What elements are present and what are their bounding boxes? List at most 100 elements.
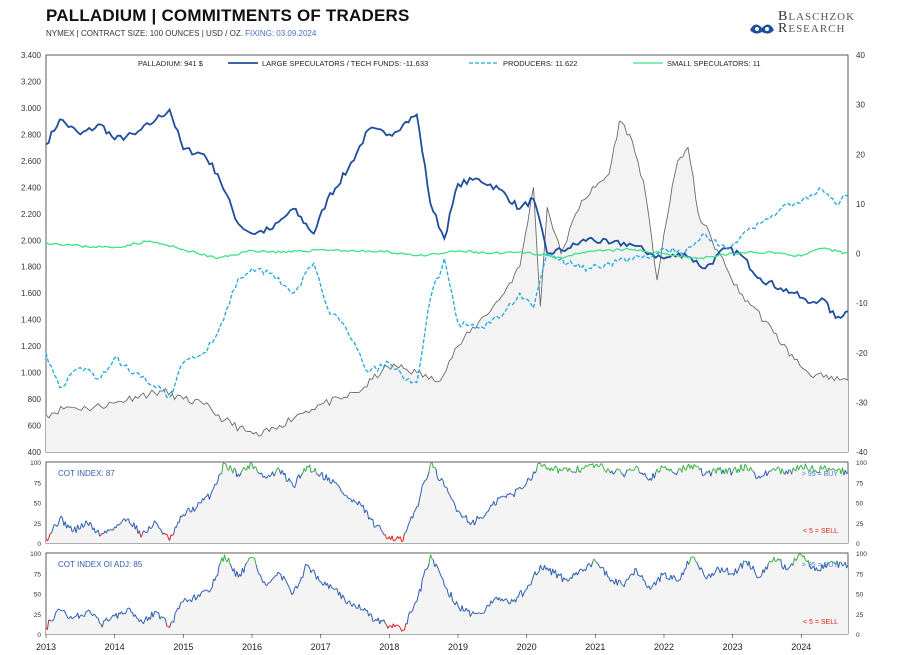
cot-index-oi-adj-segment [88,609,91,612]
cot-index-oi-adj-segment [299,577,302,582]
cot-index-oi-adj-segment [550,568,554,576]
cot-index-segment [695,465,698,468]
small-speculators-line [45,240,849,260]
y-left-tick-label: 800 [28,395,42,404]
cot-index-segment [452,499,455,503]
cot-index-oi-adj-segment [636,569,639,576]
cot-index-oi-adj-segment [748,561,751,570]
cot-index-oi-adj-segment [526,585,529,590]
cot-index-oi-adj-segment [200,590,203,594]
cot-index-oi-adj-segment [126,607,129,610]
cot-index-oi-adj-segment [99,622,102,625]
cot-index-oi-adj-segment [387,625,390,629]
cot-index-segment [762,474,765,477]
cot-index-segment [82,525,85,528]
cot-index-segment [217,474,220,482]
cot-index-segment [644,472,647,478]
cot-index-oi-adj-segment [277,571,280,574]
cot-index-segment [844,469,848,475]
cot-index-segment [561,467,565,471]
cot-index-oi-adj-segment [284,578,287,582]
cot-index-oi-adj-segment [254,558,257,565]
cot-index-oi-adj-segment [125,609,128,614]
cot-index-oi-adj-segment [525,589,527,591]
cot-index-segment [605,468,609,473]
cot-index-oi-adj-segment [66,615,69,619]
cot-index-oi-adj-segment [329,584,333,588]
cot-index-oi-adj-segment [110,616,113,620]
cot-index-segment [751,469,754,472]
cot-index-segment [221,462,224,474]
cot-index-segment [64,521,68,529]
cot-index-segment [800,465,804,469]
cot-index-segment [144,531,147,534]
cot-index-oi-adj-segment [712,572,716,576]
cot-index-oi-adj-segment [170,621,173,624]
cot-index-oi-adj-y-left-tick: 0 [37,632,41,639]
cot-index-oi-adj-segment [270,578,274,582]
cot-index-segment [651,473,654,481]
cot-index-oi-adj-segment [585,565,588,571]
cot-index-y-right-tick: 25 [856,521,864,528]
cot-index-segment [600,463,603,465]
cot-index-oi-adj-segment [313,569,316,575]
cot-index-oi-adj-segment [443,585,447,588]
cot-index-oi-adj-segment [343,597,346,603]
cot-index-segment [129,522,132,526]
cot-index-segment [567,467,570,472]
cot-index-oi-adj-segment [428,554,431,564]
cot-index-oi-adj-segment [743,560,746,563]
x-tick-label: 2019 [448,642,468,652]
cot-index-oi-adj-segment [588,563,591,565]
cot-index-oi-adj-segment [813,565,816,571]
cot-index-oi-adj-segment [485,605,488,610]
cot-index-oi-adj-segment [769,560,772,563]
cot-index-oi-adj-segment [537,571,540,574]
cot-index-segment [354,501,357,504]
cot-index-oi-adj-segment [217,565,220,576]
cot-index-segment [150,527,152,530]
cot-index-oi-adj-segment [353,603,356,606]
producers-line [45,187,849,399]
cot-index-oi-adj-segment [71,617,74,620]
cot-index-y-left-tick: 100 [30,460,41,467]
cot-index-oi-adj-segment [555,570,558,579]
cot-index-oi-adj-segment [726,567,729,575]
cot-index-oi-adj-segment [159,616,162,620]
palladium-price-area [46,121,848,452]
cot-index-segment [335,482,338,485]
cot-index-segment [772,468,774,470]
cot-index-oi-adj-segment [340,594,344,600]
cot-index-oi-adj-segment [515,597,518,603]
cot-index-segment [637,467,640,473]
cot-index-segment [405,528,408,533]
cot-index-oi-adj-segment [829,560,832,563]
cot-index-segment [826,467,830,473]
cot-index-oi-adj-segment [233,568,236,577]
cot-index-oi-adj-segment [377,617,381,625]
cot-index-oi-adj-segment [255,564,258,571]
cot-index-oi-adj-segment [556,573,559,579]
cot-index-segment [77,524,80,530]
cot-index-oi-adj-segment [122,612,125,615]
cot-index-segment [95,531,98,534]
cot-index-oi-adj-segment [289,589,293,595]
cot-index-segment [539,463,543,467]
cot-index-segment [408,520,411,525]
cot-index-segment [295,476,298,485]
cot-index-oi-adj-segment [89,611,92,615]
cot-index-oi-adj-segment [785,568,788,571]
subtitle-text: NYMEX | CONTRACT SIZE: 100 OUNCES | USD … [46,29,246,38]
cot-index-segment [527,477,530,480]
cot-index-segment [625,469,628,475]
legend-label: PRODUCERS: 11.622 [503,59,577,68]
cot-index-segment [193,508,197,512]
cot-index-oi-adj-segment [706,575,709,580]
cot-index-oi-adj-segment [627,576,631,580]
cot-index-segment [100,532,103,536]
cot-index-segment [200,498,204,504]
cot-index-oi-adj-segment [253,557,255,560]
cot-index-segment [261,472,264,478]
cot-index-oi-adj-segment [379,620,382,625]
cot-index-oi-adj-segment [331,587,334,589]
